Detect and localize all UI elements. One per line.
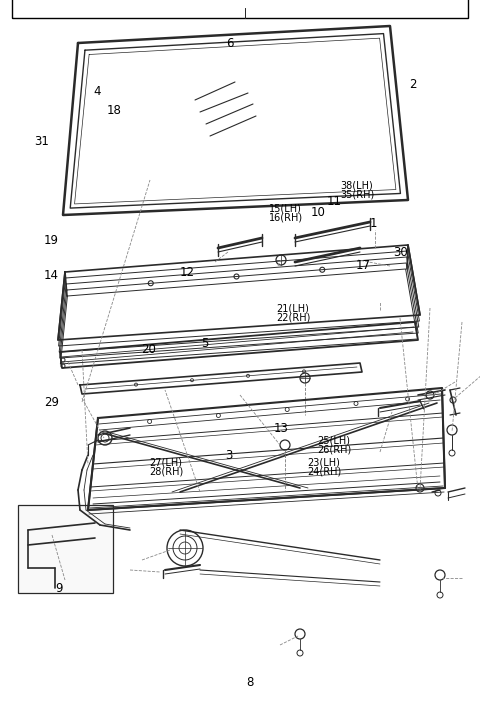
- Text: 2: 2: [409, 78, 417, 91]
- Text: 30: 30: [394, 246, 408, 259]
- Text: 26(RH): 26(RH): [317, 444, 351, 454]
- Text: 18: 18: [107, 104, 121, 117]
- Text: 25(LH): 25(LH): [317, 435, 350, 445]
- Text: 13: 13: [274, 422, 288, 435]
- Text: 21(LH): 21(LH): [276, 303, 309, 313]
- Text: 4: 4: [93, 85, 101, 98]
- Text: 12: 12: [180, 266, 195, 279]
- Text: 28(RH): 28(RH): [149, 467, 183, 477]
- Text: 20: 20: [142, 343, 156, 356]
- Text: 17: 17: [355, 259, 370, 272]
- Bar: [18, 505, 113, 593]
- Text: 15(LH): 15(LH): [269, 204, 301, 213]
- Text: 19: 19: [44, 234, 59, 246]
- Text: 9: 9: [55, 582, 63, 595]
- Text: 31: 31: [35, 135, 49, 147]
- Text: 29: 29: [44, 397, 59, 409]
- Text: 8: 8: [246, 676, 253, 689]
- Text: 11: 11: [326, 195, 341, 208]
- Text: 23(LH): 23(LH): [307, 458, 340, 468]
- Text: 3: 3: [226, 449, 233, 462]
- Text: 14: 14: [44, 270, 59, 282]
- Text: 22(RH): 22(RH): [276, 312, 311, 322]
- Text: 10: 10: [311, 206, 326, 218]
- Text: 35(RH): 35(RH): [341, 190, 375, 199]
- Text: 5: 5: [202, 338, 209, 350]
- Text: 24(RH): 24(RH): [307, 467, 341, 477]
- Text: 1: 1: [370, 217, 377, 230]
- Text: 38(LH): 38(LH): [341, 180, 373, 190]
- Text: 6: 6: [227, 37, 234, 50]
- Text: 16(RH): 16(RH): [269, 213, 303, 223]
- Text: 27(LH): 27(LH): [149, 458, 182, 468]
